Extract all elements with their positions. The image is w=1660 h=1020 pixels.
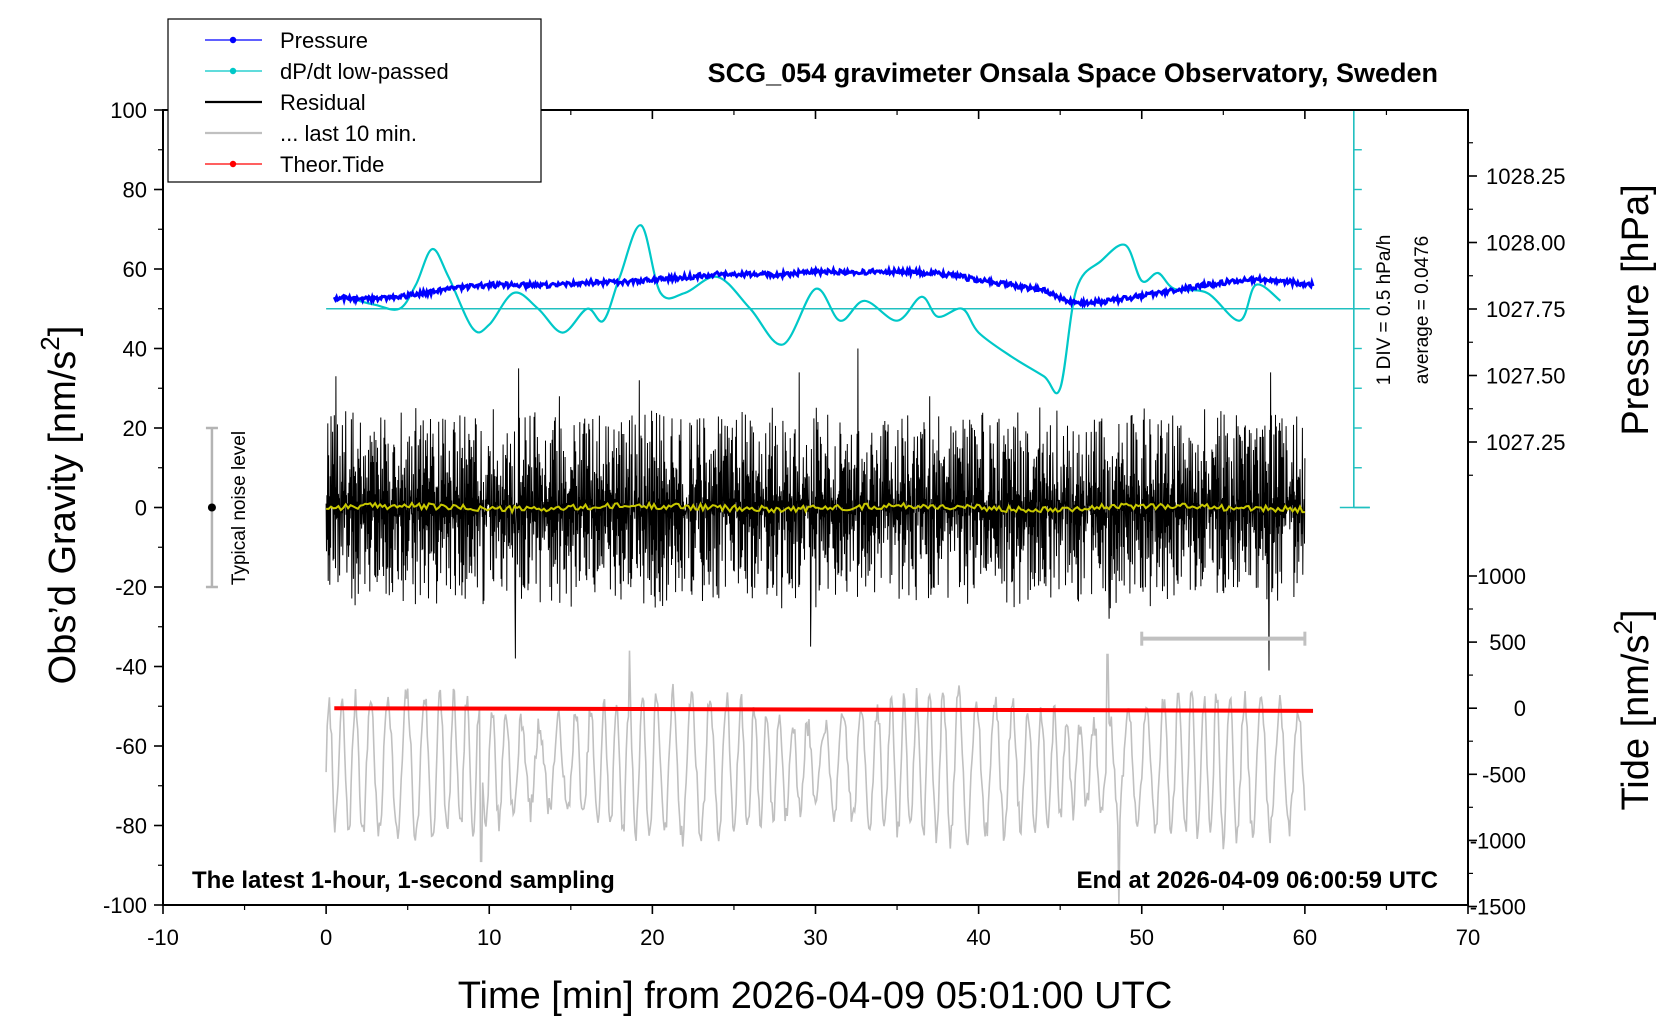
annotation-end-time: End at 2026-04-09 06:00:59 UTC [1077, 867, 1439, 894]
y-tick-label: 100 [110, 98, 147, 123]
series-residual-mean [326, 500, 1305, 515]
tide-tick-label: -1500 [1470, 895, 1526, 920]
y-title-gravity-sup: 2 [35, 336, 65, 350]
y-axis-title-gravity: Obs’d Gravity [nm/s2] [35, 326, 84, 685]
tide-tick-label: 1000 [1477, 564, 1526, 589]
pressure-tick-label: 1027.75 [1486, 297, 1566, 322]
y-axis-pressure: 1028.25 1028.00 1027.75 1027.50 1027.25 [1467, 110, 1566, 508]
legend-entries: Pressure dP/dt low-passed Residual ... last… [205, 28, 449, 177]
series-pressure [332, 264, 1315, 310]
x-axis-title: Time [min] from 2026-04-09 05:01:00 UTC [458, 975, 1173, 1017]
annotation-sampling: The latest 1-hour, 1-second sampling [192, 867, 615, 894]
y-axis-title-tide: Tide [nm/s2] [1608, 609, 1657, 810]
y-tick-label: 40 [123, 337, 147, 362]
pressure-tick-label: 1028.25 [1486, 164, 1566, 189]
y-tick-label: 60 [123, 257, 147, 282]
pressure-tick-label: 1028.00 [1486, 231, 1566, 256]
legend-marker [229, 67, 237, 75]
y-tick-label: -100 [103, 893, 147, 918]
x-tick-label: 0 [320, 925, 332, 950]
y-tick-label: -20 [115, 575, 147, 600]
x-tick-label: 50 [1130, 925, 1154, 950]
x-tick-label: 20 [640, 925, 664, 950]
tide-tick-label: -500 [1482, 762, 1526, 787]
y-title-tide-main: Tide [nm/s [1615, 635, 1657, 811]
y-axis-title-pressure: Pressure [hPa] [1615, 184, 1657, 435]
y-tick-label: 80 [123, 178, 147, 203]
x-axis: -10 0 10 20 30 40 50 60 70 [147, 110, 1480, 950]
tide-tick-label: 0 [1514, 696, 1526, 721]
legend-label: dP/dt low-passed [280, 59, 449, 84]
noise-level-label: Typical noise level [229, 431, 250, 585]
legend-marker [229, 36, 237, 44]
plot-area [205, 109, 1370, 906]
series-residual [325, 348, 1306, 671]
x-tick-label: -10 [147, 925, 179, 950]
x-tick-label: 10 [477, 925, 501, 950]
dpdt-average-label: average = 0.0476 [1412, 236, 1433, 384]
legend-label: Residual [280, 90, 366, 115]
y-tick-label: 20 [123, 416, 147, 441]
y-tick-label: -80 [115, 814, 147, 839]
y-title-tide-sup: 2 [1608, 620, 1638, 634]
series-dpdt [358, 224, 1282, 395]
chart-title: SCG_054 gravimeter Onsala Space Observat… [708, 58, 1438, 88]
x-tick-label: 30 [803, 925, 827, 950]
series-theor-tide [334, 706, 1314, 713]
legend-marker [229, 160, 237, 168]
y-title-gravity-tail: ] [42, 326, 84, 337]
tide-tick-label: 500 [1489, 630, 1526, 655]
y-axis-gravity: 100 80 60 40 20 0 -20 -40 -60 -80 -100 [103, 98, 163, 918]
y-title-tide-tail: ] [1615, 609, 1657, 620]
noise-level-dot [207, 503, 216, 512]
y-tick-label: -60 [115, 734, 147, 759]
pressure-tick-label: 1027.25 [1486, 430, 1566, 455]
x-tick-label: 40 [966, 925, 990, 950]
tide-tick-label: -1000 [1470, 828, 1526, 853]
y-axis-tide: 1000 500 0 -500 -1000 -1500 [1468, 564, 1526, 920]
legend-label: Pressure [280, 28, 368, 53]
legend-label: ... last 10 min. [280, 121, 417, 146]
series-last-10-min [325, 650, 1306, 906]
pressure-tick-label: 1027.50 [1486, 364, 1566, 389]
x-tick-label: 60 [1293, 925, 1317, 950]
dpdt-scale-label: 1 DIV = 0.5 hPa/h [1374, 235, 1395, 386]
x-tick-label: 70 [1456, 925, 1480, 950]
y-tick-label: 0 [135, 496, 147, 521]
legend-label: Theor.Tide [280, 152, 384, 177]
y-title-gravity-main: Obs’d Gravity [nm/s [42, 351, 84, 685]
y-tick-label: -40 [115, 655, 147, 680]
legend-box [167, 18, 542, 183]
legend: Pressure dP/dt low-passed Residual ... last… [167, 18, 542, 183]
